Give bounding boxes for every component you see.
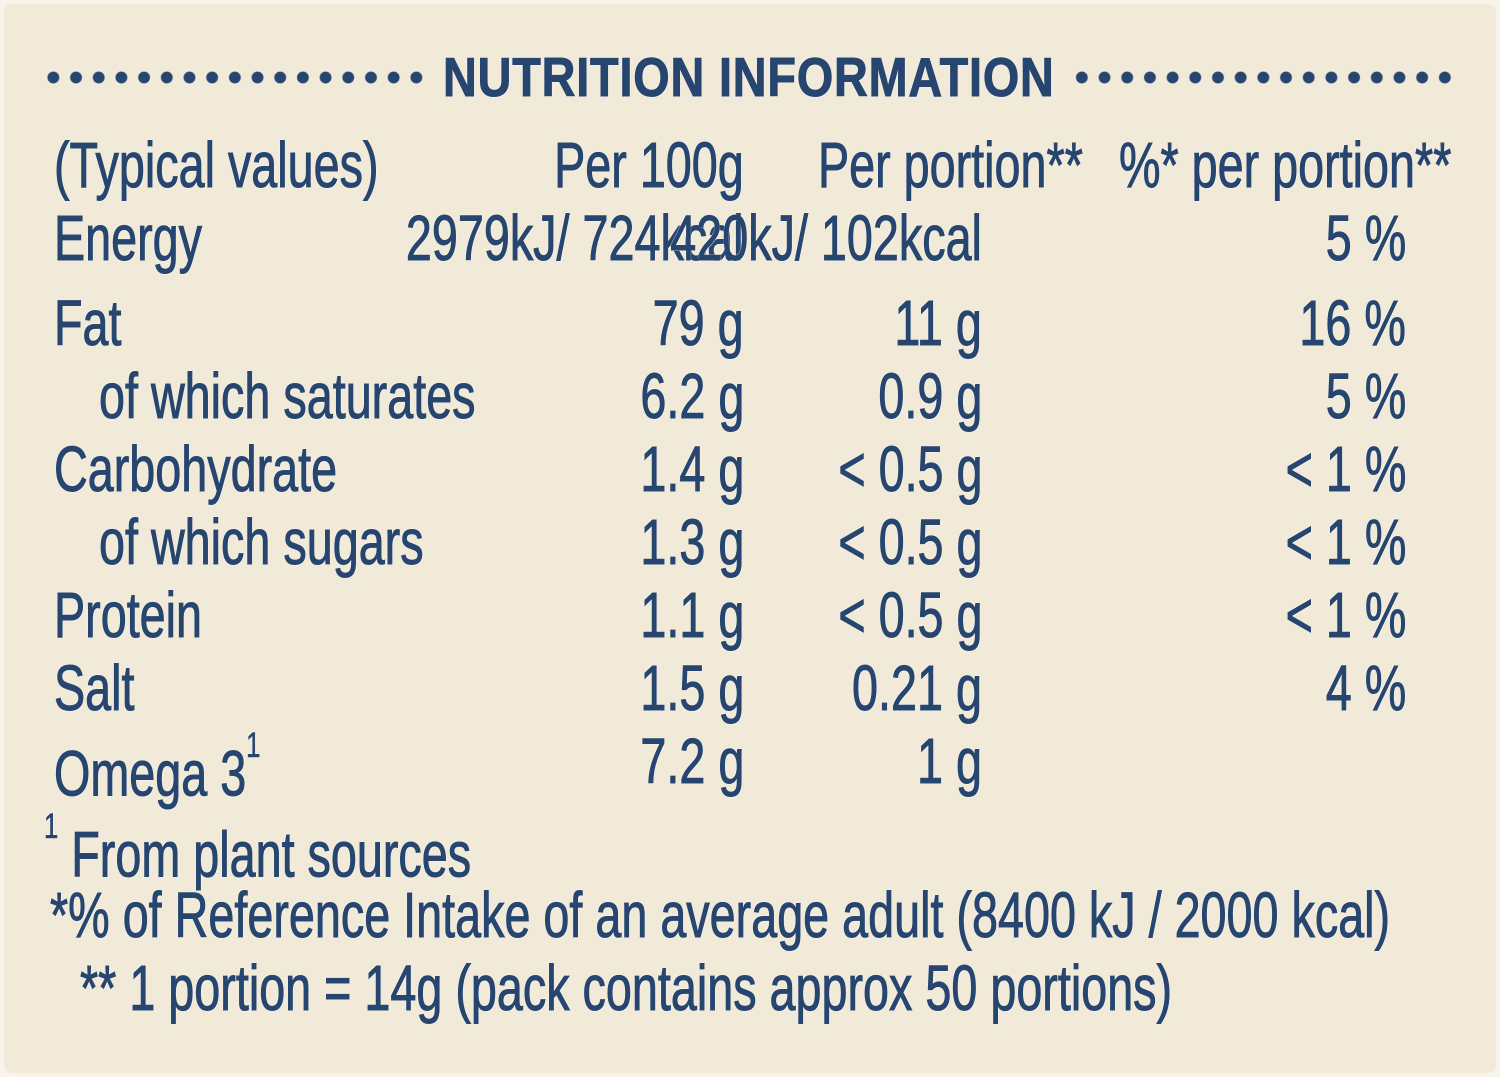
per-portion-value: < 0.5 g [837,579,982,652]
per-100g-value: 1.3 g [640,506,745,579]
per-portion-value: 0.9 g [878,360,983,433]
plant-sources-superscript: 1 [44,807,59,847]
footnote-plant-sources: 1 From plant sources [44,807,472,891]
row-label: Salt [54,652,135,725]
dot-leader-left [42,70,430,84]
per-100g-value: 7.2 g [640,725,745,798]
per-portion-value: 420kJ/ 102kcal [670,202,982,275]
footnote-portion-definition: ** 1 portion = 14g (pack contains approx… [80,952,1173,1025]
per-100g-value: 6.2 g [640,360,745,433]
table-row-sugars: of which sugars 1.3 g < 0.5 g < 1 % [4,506,1496,579]
row-label: Carbohydrate [54,433,338,506]
ri-percent-value: 4 % [1325,652,1406,725]
footnote-reference-intake: *% of Reference Intake of an average adu… [50,879,1391,952]
ri-percent-value: 5 % [1325,202,1406,275]
table-row-omega3: Omega 31 7.2 g 1 g [4,725,1496,810]
ri-percent-value: < 1 % [1285,506,1407,579]
ri-percent-value: < 1 % [1285,579,1407,652]
page-title: NUTRITION INFORMATION [389,44,1109,110]
footnotes: 1 From plant sources *% of Reference Int… [4,806,1496,1025]
row-label: Omega 31 [54,726,261,810]
row-label: Fat [54,287,122,360]
header-ri-per-portion: %* per portion** [1118,129,1451,202]
row-label: Energy [54,202,203,275]
header-typical-values: (Typical values) [54,129,379,202]
per-portion-value: < 0.5 g [837,506,982,579]
table-row-saturates: of which saturates 6.2 g 0.9 g 5 % [4,360,1496,433]
header-per-100g: Per 100g [554,129,744,202]
ri-percent-value: < 1 % [1285,433,1407,506]
dot-leader-right [1068,70,1456,84]
per-100g-value: 2979kJ/ 724kcal [406,202,744,275]
per-100g-value: 79 g [653,287,745,360]
ri-percent-value: 16 % [1299,287,1406,360]
per-portion-value: 1 g [917,725,983,798]
row-label: of which sugars [99,506,424,579]
nutrition-table: (Typical values) Per 100g Per portion** … [4,129,1496,810]
table-row-salt: Salt 1.5 g 0.21 g 4 % [4,652,1496,725]
table-header-row: (Typical values) Per 100g Per portion** … [4,129,1496,202]
per-100g-value: 1.4 g [640,433,745,506]
ri-percent-value: 5 % [1325,360,1406,433]
table-row-carbohydrate: Carbohydrate 1.4 g < 0.5 g < 1 % [4,433,1496,506]
row-label: Protein [54,579,203,652]
row-label: of which saturates [99,360,476,433]
page-title-text: NUTRITION INFORMATION [443,46,1055,109]
per-portion-value: 0.21 g [852,652,983,725]
table-row-protein: Protein 1.1 g < 0.5 g < 1 % [4,579,1496,652]
per-portion-value: 11 g [894,287,982,360]
table-row-energy: Energy 2979kJ/ 724kcal 420kJ/ 102kcal 5 … [4,202,1496,275]
nutrition-label-panel: NUTRITION INFORMATION (Typical values) P… [4,4,1496,1073]
per-100g-value: 1.5 g [640,652,745,725]
omega3-superscript: 1 [246,726,261,766]
table-row-fat: Fat 79 g 11 g 16 % [4,287,1496,360]
per-portion-value: < 0.5 g [837,433,982,506]
header-per-portion: Per portion** [818,129,1084,202]
per-100g-value: 1.1 g [640,579,745,652]
title-row: NUTRITION INFORMATION [42,44,1456,110]
